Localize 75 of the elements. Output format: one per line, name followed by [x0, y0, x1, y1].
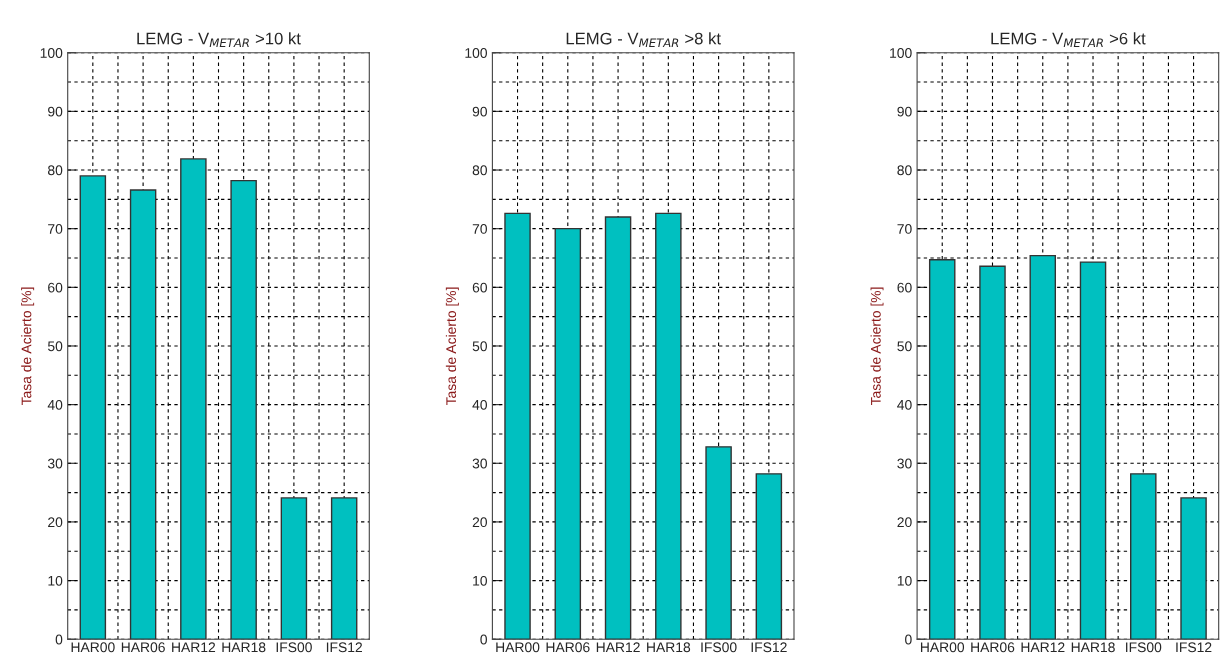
y-tick-label: 10 [897, 575, 912, 586]
bar [1079, 261, 1107, 640]
y-tick-label: 80 [48, 165, 63, 176]
y-tick-label: 50 [47, 341, 63, 352]
y-tick-label: 0 [905, 634, 912, 645]
bar [280, 497, 308, 640]
y-tick-label: 10 [48, 575, 63, 586]
y-tick-label: 0 [480, 634, 487, 645]
x-tick-label: HAR18 [1071, 642, 1115, 653]
bar [79, 175, 107, 640]
x-tick-label: HAR12 [1021, 642, 1065, 653]
y-tick-label: 30 [897, 458, 912, 469]
bar [655, 212, 682, 640]
bar [979, 265, 1006, 640]
bar [1130, 473, 1157, 640]
x-tick-label: HAR18 [222, 642, 266, 653]
bar [330, 497, 358, 640]
bar [129, 189, 157, 640]
chart-title: LEMG - V$_{METAR}$ >10 kt [137, 32, 301, 48]
y-tick-label: 50 [897, 341, 912, 352]
x-tick-label: HAR12 [596, 642, 640, 653]
bar [1180, 497, 1207, 640]
y-tick-label: 40 [47, 399, 63, 410]
x-tick-label: IFS00 [701, 642, 737, 653]
y-tick-label: 60 [472, 282, 487, 293]
x-tick-label: HAR06 [971, 642, 1015, 653]
y-tick-label: 20 [48, 517, 63, 528]
bar [928, 259, 956, 640]
bar [230, 179, 257, 640]
y-tick-label: 80 [897, 165, 912, 176]
bar [755, 473, 783, 640]
x-tick-label: HAR00 [920, 642, 965, 653]
y-tick-label: 30 [47, 458, 63, 469]
y-tick-label: 40 [472, 399, 487, 410]
bar [180, 158, 207, 640]
y-tick-label: 70 [48, 224, 63, 234]
x-tick-label: HAR06 [546, 642, 590, 653]
y-axis-title: Tasa de Acierto [%] [21, 287, 35, 406]
x-tick-label: IFS12 [751, 642, 787, 653]
y-tick-label: 90 [48, 106, 63, 117]
chart-title: LEMG - V$_{METAR}$ >8 kt [566, 32, 721, 48]
y-tick-label: 50 [472, 341, 487, 352]
x-tick-label: HAR00 [71, 642, 115, 653]
chart-title: LEMG - V$_{METAR}$ >6 kt [991, 32, 1146, 48]
x-tick-label: IFS00 [276, 642, 312, 653]
y-tick-label: 20 [472, 517, 487, 528]
y-axis-title: Tasa de Acierto [%] [870, 287, 884, 406]
y-tick-label: 0 [55, 634, 63, 645]
y-tick-label: 100 [40, 48, 63, 58]
bar [554, 227, 582, 640]
y-tick-label: 60 [897, 282, 912, 293]
y-axis-title: Tasa de Acierto [%] [445, 287, 459, 406]
bar [705, 446, 732, 640]
x-tick-label: IFS12 [326, 642, 362, 653]
y-tick-label: 90 [897, 106, 912, 117]
y-tick-label: 70 [472, 224, 487, 234]
y-tick-label: 60 [48, 282, 63, 293]
y-tick-label: 30 [472, 458, 487, 469]
bar [1029, 254, 1057, 640]
x-tick-label: HAR12 [172, 642, 216, 653]
bar [504, 212, 531, 640]
x-tick-label: HAR00 [496, 642, 540, 653]
y-tick-label: 40 [897, 399, 912, 410]
y-tick-label: 100 [465, 48, 487, 58]
y-tick-label: 70 [897, 224, 912, 234]
y-tick-label: 100 [890, 48, 912, 58]
y-tick-label: 90 [472, 106, 487, 117]
y-tick-label: 10 [473, 575, 487, 586]
y-tick-label: 20 [897, 517, 912, 528]
x-tick-label: HAR06 [121, 642, 165, 653]
y-tick-label: 80 [472, 165, 487, 176]
x-tick-label: IFS00 [1126, 642, 1162, 653]
x-tick-label: IFS12 [1176, 642, 1212, 653]
bar [604, 216, 632, 640]
x-tick-label: HAR18 [647, 642, 691, 653]
